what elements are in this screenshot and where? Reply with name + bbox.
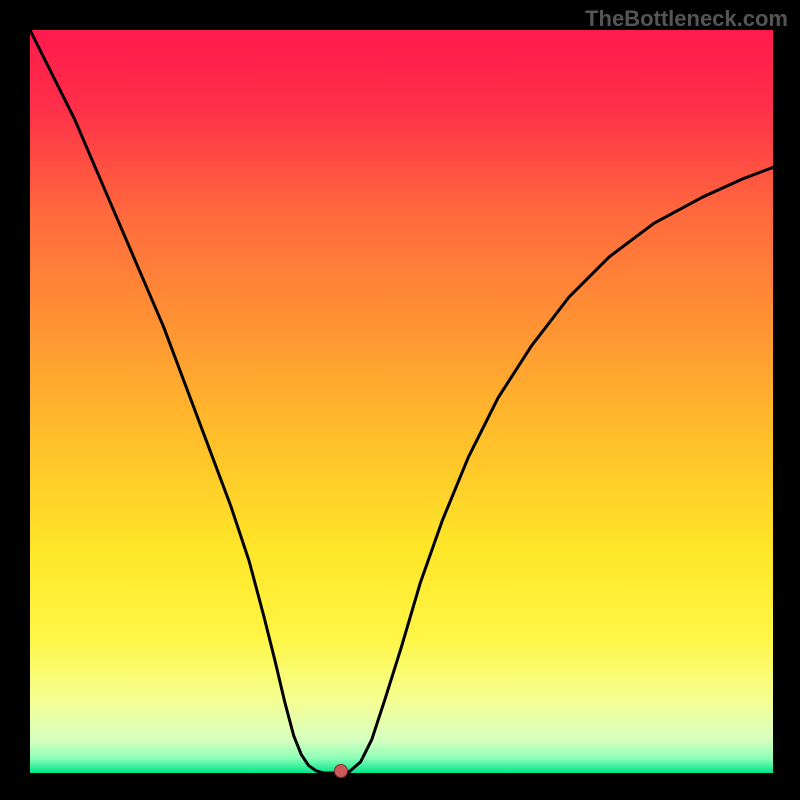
- plot-area: [30, 30, 773, 773]
- optimum-marker: [334, 764, 348, 778]
- watermark-text: TheBottleneck.com: [585, 6, 788, 32]
- chart-container: TheBottleneck.com: [0, 0, 800, 800]
- gradient-background: [30, 30, 773, 773]
